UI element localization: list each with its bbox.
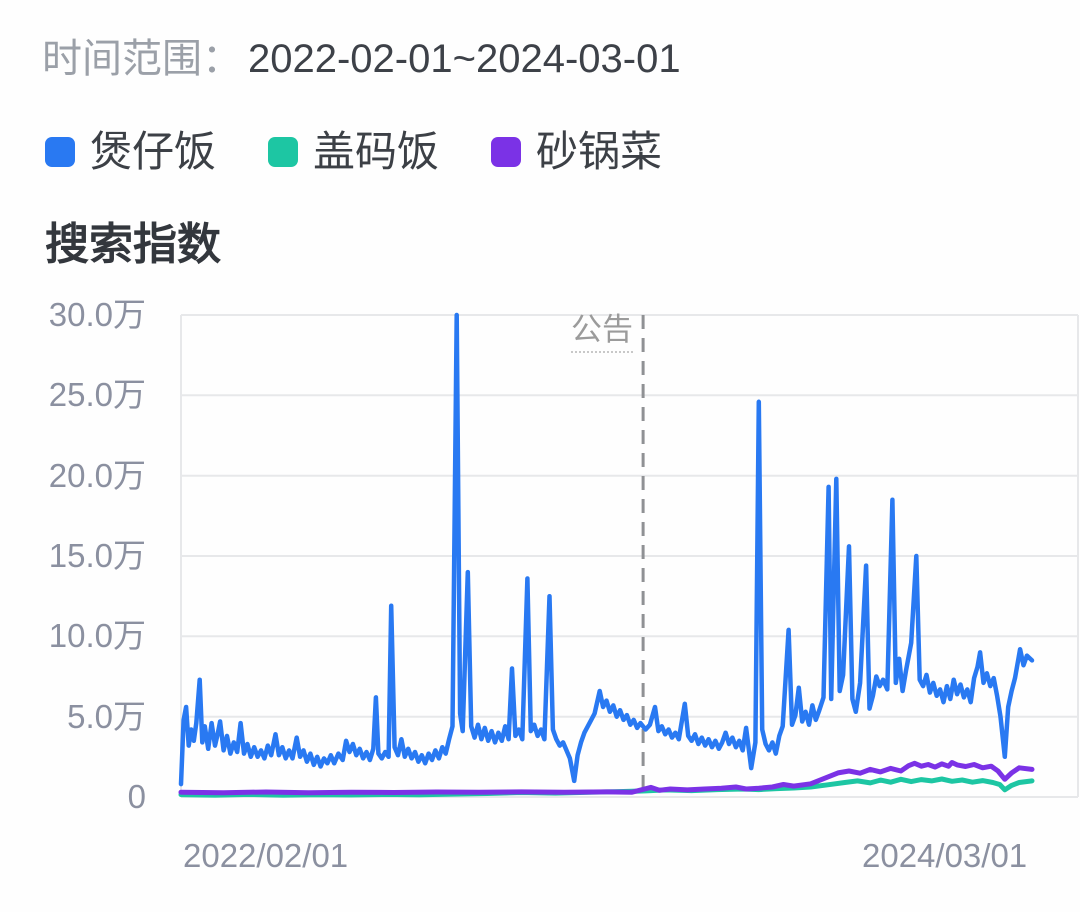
y-tick-label: 10.0万 [48, 617, 146, 654]
y-tick-label: 0 [127, 778, 146, 815]
x-tick-label-end: 2024/03/01 [862, 837, 1028, 874]
legend: 煲仔饭 盖码饭 砂锅菜 [45, 130, 714, 174]
time-range-value: 2022-02-01~2024-03-01 [248, 37, 681, 81]
y-tick-label: 25.0万 [48, 376, 146, 413]
announcement-label: 公告 [571, 312, 633, 353]
x-tick-label-start: 2022/02/01 [183, 837, 349, 874]
y-tick-label: 20.0万 [48, 457, 146, 494]
legend-swatch-green [268, 137, 299, 167]
y-tick-label: 15.0万 [48, 537, 146, 574]
legend-label-shaguocai: 砂锅菜 [536, 128, 663, 175]
series-line-baozaifan [178, 312, 1035, 787]
legend-item-baozaifan[interactable]: 煲仔饭 [45, 130, 216, 174]
series-line-shaguocai [178, 760, 1035, 796]
legend-swatch-purple [491, 137, 522, 167]
legend-item-shaguocai[interactable]: 砂锅菜 [491, 130, 662, 174]
series-line-gaimafan [178, 776, 1035, 798]
legend-swatch-blue [45, 137, 75, 167]
y-tick-label: 30.0万 [48, 296, 146, 333]
legend-label-baozaifan: 煲仔饭 [90, 128, 217, 175]
time-range-label: 时间范围： [42, 37, 242, 81]
legend-item-gaimafan[interactable]: 盖码饭 [268, 130, 439, 174]
legend-label-gaimafan: 盖码饭 [313, 128, 440, 175]
time-range: 时间范围： 2022-02-01~2024-03-01 [42, 36, 681, 82]
chart-title: 搜索指数 [45, 220, 221, 269]
y-tick-label: 5.0万 [67, 698, 146, 735]
